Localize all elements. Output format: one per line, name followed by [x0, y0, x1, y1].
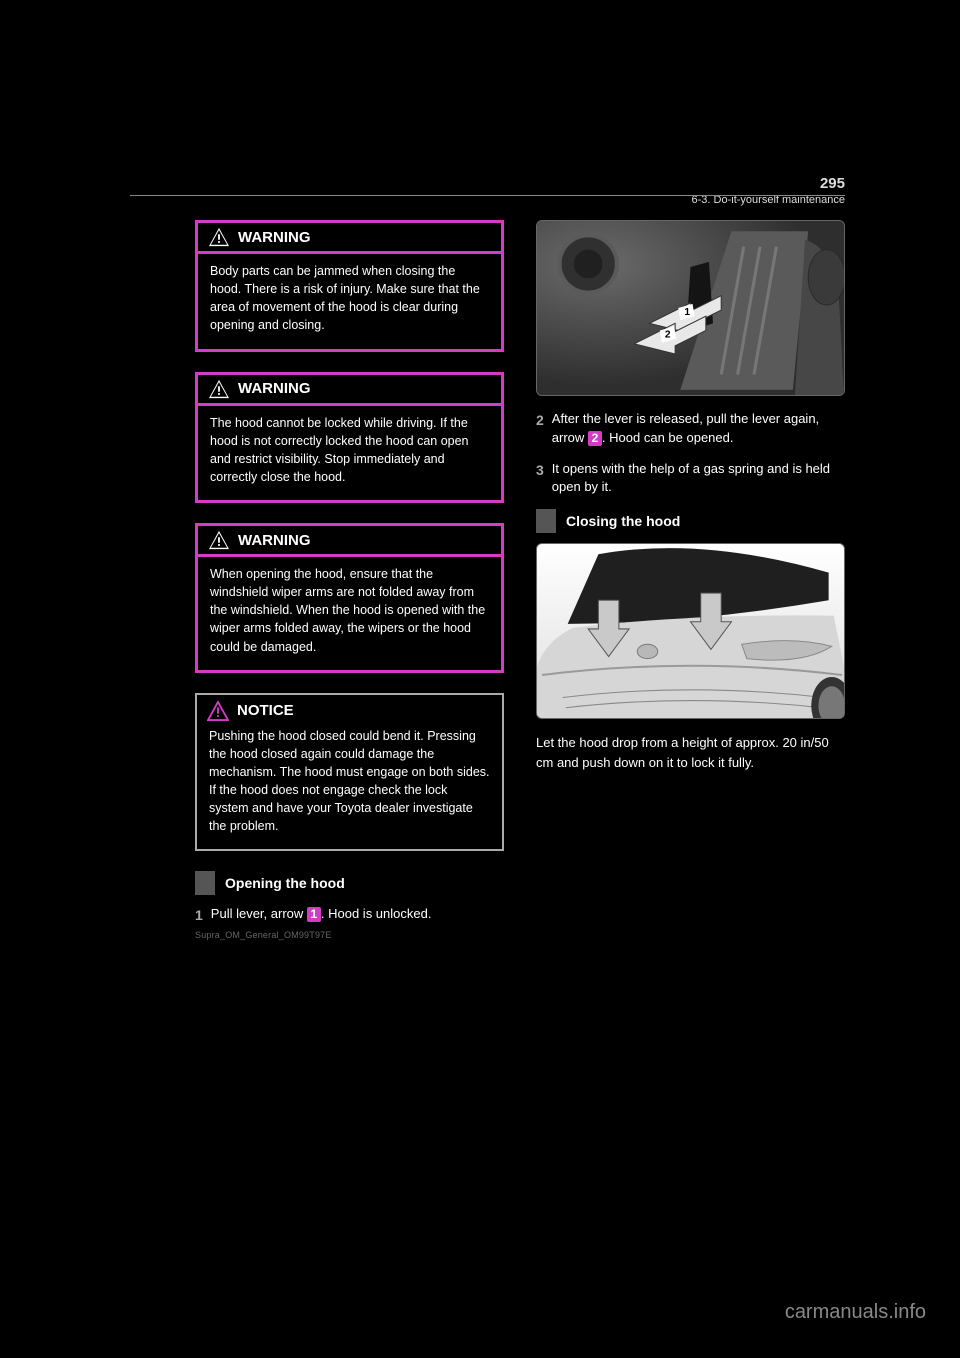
warning-label: WARNING: [238, 229, 311, 246]
close-paragraph: Let the hood drop from a height of appro…: [536, 733, 845, 772]
warning-header: WARNING: [198, 526, 501, 557]
section-heading-open: Opening the hood: [195, 871, 504, 895]
warning-label: WARNING: [238, 380, 311, 397]
step-2: 2 After the lever is released, pull the …: [536, 410, 845, 448]
warning-icon: [208, 227, 230, 247]
heading-bar: [195, 871, 215, 895]
illustration-lever: 1 2: [536, 220, 845, 396]
step-1: 1 Pull lever, arrow 1. Hood is unlocked.: [195, 905, 504, 926]
svg-text:1: 1: [684, 307, 690, 318]
notice-label: NOTICE: [237, 702, 294, 719]
step-text: It opens with the help of a gas spring a…: [552, 460, 845, 498]
arrow-badge-2: 2: [588, 431, 602, 446]
svg-text:2: 2: [665, 330, 671, 341]
warning-box-3: WARNING When opening the hood, ensure th…: [195, 523, 504, 673]
warning-text: Body parts can be jammed when closing th…: [198, 254, 501, 349]
step-text-a: Pull lever, arrow: [211, 906, 307, 921]
page-header: 295 6-3. Do-it-yourself maintenance: [692, 175, 845, 206]
heading-text: Closing the hood: [556, 509, 845, 533]
warning-icon: [208, 379, 230, 399]
warning-header: WARNING: [198, 375, 501, 406]
section-heading-close: Closing the hood: [536, 509, 845, 533]
heading-text: Opening the hood: [215, 871, 504, 895]
step-text: Pull lever, arrow 1. Hood is unlocked.: [211, 905, 504, 926]
notice-text: Pushing the hood closed could bend it. P…: [197, 723, 502, 850]
step-text-b: . Hood is unlocked.: [321, 906, 432, 921]
step-number: 2: [536, 410, 544, 448]
warning-box-2: WARNING The hood cannot be locked while …: [195, 372, 504, 504]
notice-header: NOTICE: [197, 695, 502, 723]
arrow-badge-1: 1: [307, 907, 321, 922]
step-number: 3: [536, 460, 544, 498]
warning-icon: [208, 530, 230, 550]
source-line: Supra_OM_General_OM99T97E: [195, 930, 332, 940]
notice-box: NOTICE Pushing the hood closed could ben…: [195, 693, 504, 852]
watermark: carmanuals.info: [785, 1301, 926, 1324]
left-column: WARNING Body parts can be jammed when cl…: [195, 220, 504, 938]
warning-box-1: WARNING Body parts can be jammed when cl…: [195, 220, 504, 352]
right-column: 1 2 2 After the lever is released, pull …: [536, 220, 845, 938]
header-rule: [130, 195, 845, 196]
warning-text: The hood cannot be locked while driving.…: [198, 406, 501, 501]
warning-header: WARNING: [198, 223, 501, 254]
step-number: 1: [195, 905, 203, 926]
step-3: 3 It opens with the help of a gas spring…: [536, 460, 845, 498]
step-text-b: . Hood can be opened.: [602, 430, 734, 445]
heading-bar: [536, 509, 556, 533]
step-text: After the lever is released, pull the le…: [552, 410, 845, 448]
close-text: Let the hood drop from a height of appro…: [536, 733, 845, 772]
warning-label: WARNING: [238, 532, 311, 549]
illustration-hood: [536, 543, 845, 719]
warning-text: When opening the hood, ensure that the w…: [198, 557, 501, 670]
page-number: 295: [692, 175, 845, 192]
notice-icon: [207, 701, 229, 721]
